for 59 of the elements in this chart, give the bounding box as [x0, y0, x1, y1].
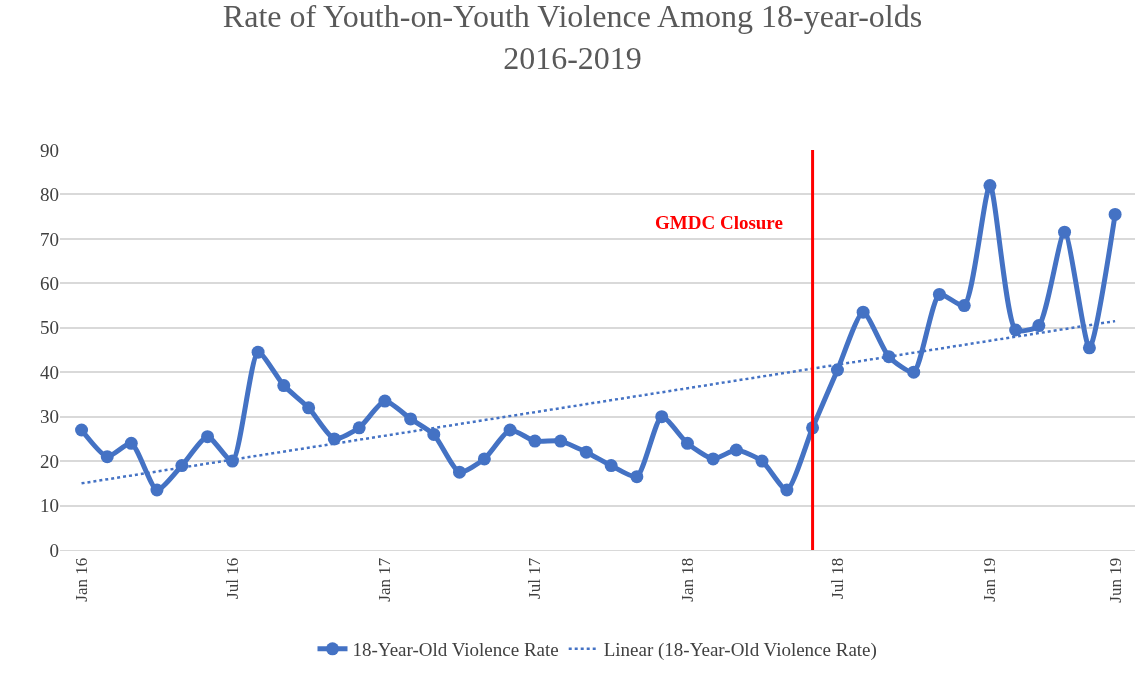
- chart-title: Rate of Youth-on-Youth Violence Among 18-year-olds 2016-2019: [222, 0, 923, 76]
- point: [1108, 207, 1122, 221]
- x-tick-label: Jan 17: [375, 557, 395, 602]
- x-tick-label: Jul 16: [222, 557, 242, 599]
- x-tick-label: Jul 17: [525, 557, 545, 599]
- x-tick-label: Jan 18: [677, 557, 697, 602]
- point: [528, 434, 542, 448]
- point: [427, 427, 441, 441]
- y-tick-label: 30: [40, 406, 59, 428]
- point: [655, 410, 669, 424]
- y-tick-label: 50: [40, 317, 59, 339]
- point: [150, 483, 164, 497]
- point: [604, 459, 618, 473]
- point: [477, 452, 491, 466]
- y-tick-label: 80: [40, 184, 59, 206]
- y-tick-label: 20: [40, 450, 59, 472]
- point: [251, 345, 265, 359]
- point: [983, 179, 997, 193]
- point: [579, 445, 593, 459]
- point: [75, 423, 89, 437]
- y-tick-label: 70: [40, 228, 59, 250]
- point: [1082, 341, 1096, 355]
- point: [124, 436, 138, 450]
- x-tick-label: Jun 19: [1105, 557, 1125, 603]
- point: [729, 443, 743, 457]
- point: [680, 436, 694, 450]
- point: [453, 465, 466, 479]
- y-tick-label: 60: [40, 272, 59, 294]
- point: [302, 401, 316, 415]
- legend-label: Linear (18-Year-Old Violence Rate): [603, 639, 877, 662]
- point: [932, 287, 946, 301]
- point: [378, 394, 392, 408]
- y-tick-label: 40: [40, 361, 59, 383]
- y-tick-label: 90: [40, 139, 59, 161]
- point: [503, 423, 517, 437]
- point: [1058, 225, 1072, 239]
- point: [830, 363, 844, 377]
- point: [755, 454, 769, 468]
- point: [100, 450, 114, 464]
- point: [554, 434, 568, 448]
- y-tick-label: 0: [49, 539, 59, 561]
- x-tick-label: Jan 16: [72, 557, 92, 602]
- point: [957, 299, 971, 313]
- y-tick-label: 10: [40, 495, 59, 517]
- point: [706, 452, 720, 466]
- point: [1032, 319, 1046, 333]
- point: [201, 430, 215, 444]
- point: [404, 412, 418, 426]
- point: [277, 379, 291, 393]
- point: [1009, 323, 1023, 337]
- point: [856, 305, 870, 319]
- x-tick-label: Jul 18: [827, 557, 847, 599]
- legend-label: 18-Year-Old Violence Rate: [352, 639, 559, 661]
- x-tick-label: Jan 19: [980, 557, 1000, 602]
- point: [907, 365, 921, 379]
- point: [780, 483, 794, 497]
- point: [352, 421, 366, 435]
- point: [630, 470, 644, 484]
- ref-line-label: GMDC Closure: [655, 212, 783, 233]
